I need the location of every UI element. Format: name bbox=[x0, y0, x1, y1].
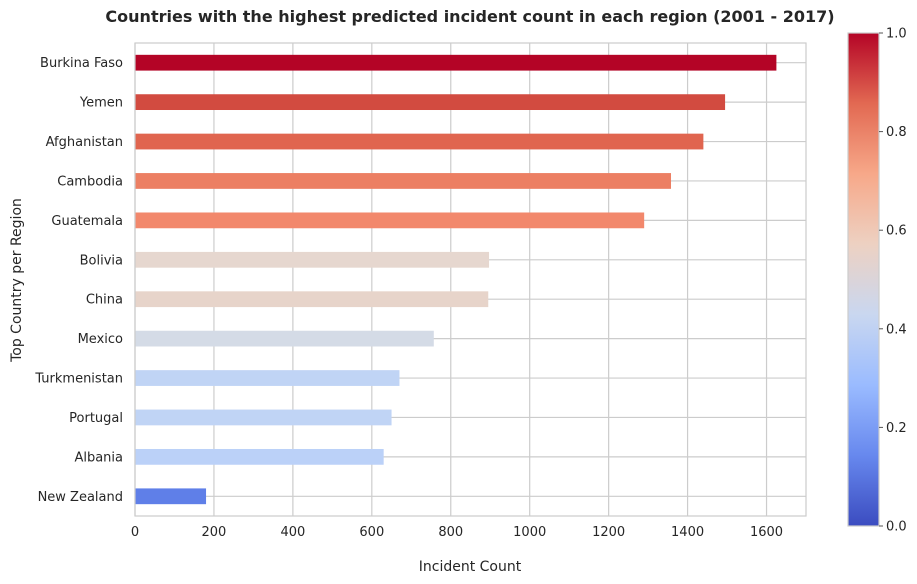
y-tick-label: Mexico bbox=[78, 332, 123, 347]
bar-portugal bbox=[135, 409, 392, 426]
bar-new-zealand bbox=[135, 488, 207, 505]
x-tick-labels: 0 200 400 600 800 1000 1200 1400 1600 bbox=[131, 525, 783, 540]
y-tick-label: New Zealand bbox=[38, 490, 123, 505]
bar-turkmenistan bbox=[135, 370, 400, 386]
colorbar-gradient bbox=[847, 32, 880, 527]
x-tick-label: 1000 bbox=[513, 525, 546, 540]
x-tick-label: 0 bbox=[131, 525, 139, 540]
x-axis-title: Incident Count bbox=[419, 559, 522, 575]
y-tick-label: Cambodia bbox=[57, 174, 123, 189]
y-tick-label: Albania bbox=[74, 450, 123, 465]
bar-guatemala bbox=[135, 212, 645, 229]
x-tick-label: 1600 bbox=[750, 525, 783, 540]
colorbar-tick-label: 0.0 bbox=[886, 520, 907, 535]
y-axis-title: Top Country per Region bbox=[9, 198, 25, 363]
colorbar-tick-label: 0.2 bbox=[886, 421, 907, 436]
bar-yemen bbox=[135, 94, 726, 111]
x-tick-label: 200 bbox=[202, 525, 227, 540]
bars bbox=[135, 54, 777, 505]
y-tick-labels: Burkina Faso Yemen Afghanistan Cambodia Guat… bbox=[34, 56, 123, 505]
bar-afghanistan bbox=[135, 133, 704, 150]
colorbar-tick-label: 0.6 bbox=[886, 224, 907, 239]
y-tick-label: Portugal bbox=[69, 411, 123, 426]
y-tick-label: Guatemala bbox=[51, 214, 123, 229]
x-tick-label: 600 bbox=[359, 525, 384, 540]
bar-cambodia bbox=[135, 173, 672, 189]
x-tick-label: 1200 bbox=[592, 525, 625, 540]
bar-albania bbox=[135, 448, 384, 465]
y-tick-label: Yemen bbox=[79, 96, 123, 111]
bar-china bbox=[135, 291, 489, 308]
bar-burkina-faso bbox=[135, 54, 777, 71]
chart-title: Countries with the highest predicted inc… bbox=[105, 7, 834, 26]
colorbar-tick-label: 0.8 bbox=[886, 125, 907, 140]
x-tick-label: 1400 bbox=[671, 525, 704, 540]
grid bbox=[134, 43, 806, 516]
bar-bolivia bbox=[135, 251, 490, 268]
plot-frame bbox=[134, 42, 807, 517]
bar-mexico bbox=[135, 330, 434, 347]
colorbar: 0.0 0.2 0.4 0.6 0.8 1.0 bbox=[847, 27, 907, 535]
y-tick-label: Afghanistan bbox=[46, 135, 123, 150]
y-tick-label: China bbox=[86, 293, 123, 308]
x-tick-label: 400 bbox=[280, 525, 305, 540]
y-tick-label: Burkina Faso bbox=[40, 56, 123, 71]
colorbar-tick-label: 1.0 bbox=[886, 27, 907, 42]
y-tick-label: Turkmenistan bbox=[34, 372, 123, 387]
colorbar-tick-label: 0.4 bbox=[886, 322, 907, 337]
y-tick-label: Bolivia bbox=[80, 253, 123, 268]
x-tick-label: 800 bbox=[438, 525, 463, 540]
